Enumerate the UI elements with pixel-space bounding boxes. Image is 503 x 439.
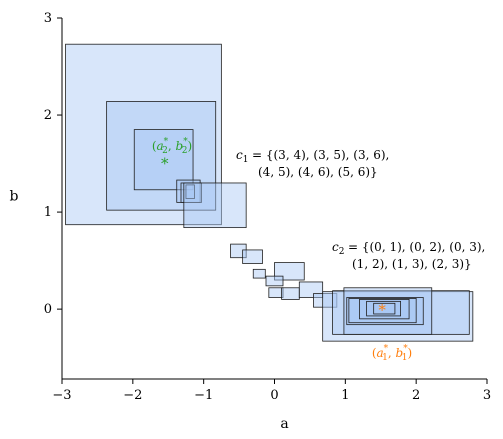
box-23 bbox=[366, 300, 401, 317]
c2-symbol: c2 bbox=[332, 240, 344, 257]
box-19 bbox=[343, 287, 433, 335]
x-axis-label: a bbox=[280, 416, 288, 432]
box-18 bbox=[332, 290, 470, 335]
stars-layer: ** bbox=[161, 155, 386, 320]
box-16 bbox=[313, 293, 338, 308]
axes-layer: −3 −2 −1 0 1 2 3 0 1 2 3 bbox=[44, 11, 491, 403]
rectangles-layer bbox=[65, 43, 474, 342]
y-tick-label: 2 bbox=[44, 108, 52, 123]
y-tick-label: 3 bbox=[44, 11, 52, 26]
c2-line1: = {(0, 1), (0, 2), (0, 3), bbox=[348, 240, 485, 254]
c1-line2: (4, 5), (4, 6), (5, 6)} bbox=[258, 165, 378, 179]
box-13 bbox=[268, 287, 284, 298]
x-tick-label: −3 bbox=[52, 388, 71, 403]
box-10 bbox=[252, 268, 266, 279]
green-point-label: (a* 2, b* 2) bbox=[152, 137, 192, 156]
box-9 bbox=[242, 249, 263, 264]
green-star: * bbox=[161, 155, 169, 173]
x-tick-label: 3 bbox=[483, 388, 491, 403]
y-tick-label: 0 bbox=[44, 302, 52, 317]
box-6 bbox=[185, 184, 195, 199]
c1-symbol: c1 bbox=[236, 148, 248, 165]
x-tick-label: −1 bbox=[194, 388, 213, 403]
box-12 bbox=[265, 275, 284, 287]
box-2 bbox=[106, 101, 217, 211]
c2-line2: (1, 2), (1, 3), (2, 3)} bbox=[352, 257, 472, 271]
x-tick-label: 1 bbox=[341, 388, 349, 403]
box-11 bbox=[274, 262, 305, 281]
x-tick-label: 0 bbox=[270, 388, 278, 403]
x-tick-label: −2 bbox=[123, 388, 142, 403]
orange-star: * bbox=[378, 301, 386, 319]
box-1 bbox=[65, 43, 222, 226]
box-24 bbox=[373, 302, 396, 315]
x-tick-label: 2 bbox=[412, 388, 420, 403]
y-tick-label: 1 bbox=[44, 205, 52, 220]
y-axis-label: b bbox=[10, 188, 19, 204]
box-22 bbox=[359, 299, 410, 320]
annotations-layer: (a* 2, b* 2) (a* 1, b* 1) c1 = {(3, 4), (3, 5),… bbox=[152, 137, 486, 363]
box-14 bbox=[281, 287, 300, 300]
box-17 bbox=[322, 291, 474, 342]
orange-point-label: (a* 1, b* 1) bbox=[372, 344, 412, 363]
c1-line1: = {(3, 4), (3, 5), (3, 6), bbox=[252, 148, 389, 162]
box-7 bbox=[183, 182, 247, 229]
